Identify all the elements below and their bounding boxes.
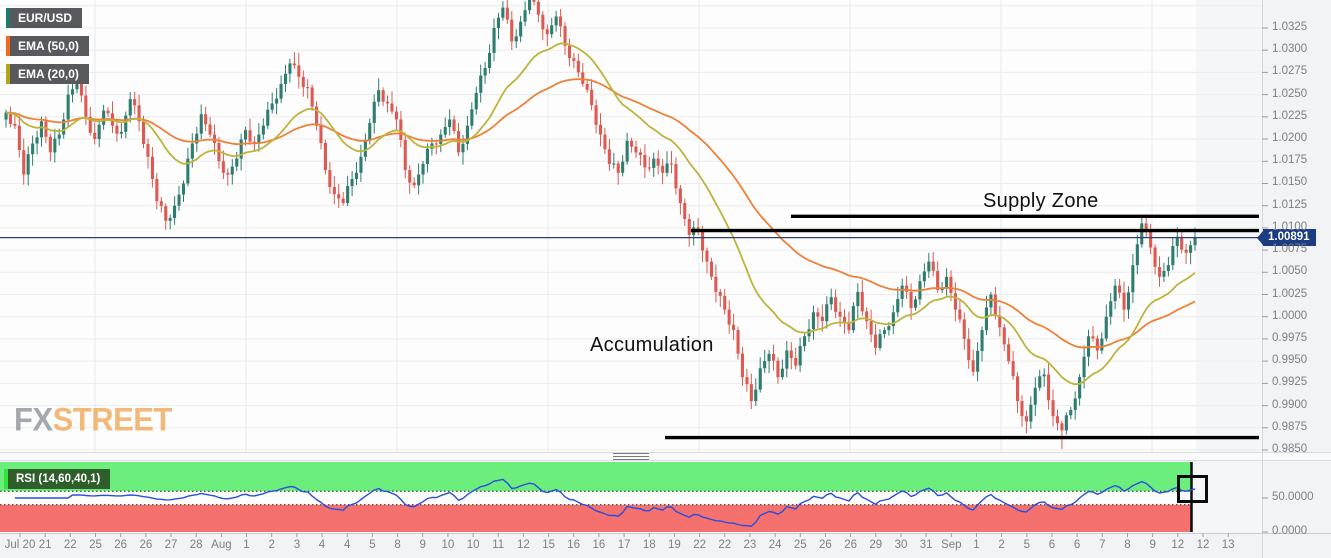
price-tick-label: 1.0300 [1272,43,1308,55]
date-tick-label: 21 [38,539,52,551]
rsi-tick-label: 0.0000 [1272,525,1308,537]
date-tick-label: 22 [693,539,706,551]
price-tick-label: 0.9975 [1272,332,1308,344]
symbol-accent-bar [6,8,10,28]
price-tick-label: 1.0150 [1272,176,1308,188]
price-tick-label: 0.9875 [1272,421,1308,433]
date-tick-label: 26 [818,539,832,551]
date-tick-label: 22 [718,539,732,551]
date-tick-label: 17 [617,539,631,551]
date-tick-label: 9 [1149,539,1156,551]
date-tick-label: 3 [293,539,301,551]
watermark-fx: FX [14,401,53,438]
date-tick-label: 25 [793,539,807,551]
date-tick-label: 27 [164,539,178,551]
date-tick-label: 28 [189,539,203,551]
date-tick-label: 26 [114,539,128,551]
date-tick-label: 23 [743,539,757,551]
date-tick-label: 12 [516,539,530,551]
date-tick-label: 11 [492,539,505,551]
symbol-legend-chip[interactable]: EUR/USD [6,8,83,28]
date-tick-label: 1 [243,539,250,551]
date-tick-label: 22 [63,539,77,551]
date-tick-label: 5 [369,539,376,551]
price-tick-label: 0.9900 [1272,399,1308,411]
price-tick-label: 1.0275 [1272,65,1308,77]
price-tick-label: 1.0325 [1272,21,1308,33]
price-tick-label: 1.0050 [1272,265,1308,277]
date-tick-label: 6 [1048,539,1056,551]
price-tick-label: 1.0025 [1272,288,1308,300]
date-tick-label: 29 [869,539,883,551]
supply-zone-label: Supply Zone [983,190,1099,212]
date-tick-label: 12 [1171,539,1185,551]
date-tick-label: 4 [343,539,351,551]
date-tick-label: 26 [844,539,857,551]
ema20-label: EMA (20,0) [10,64,89,84]
symbol-label: EUR/USD [10,8,83,28]
date-tick-label: 4 [318,539,326,551]
rsi-highlight-box [1177,475,1208,503]
date-tick-label: 2 [268,539,275,551]
price-tick-label: 1.0250 [1272,88,1308,100]
rsi-accent-bar [4,469,8,489]
date-tick-label: 12 [1196,539,1210,551]
date-tick-label: 5 [1023,539,1030,551]
date-tick-label: 2 [998,539,1005,551]
date-tick-label: 19 [667,539,681,551]
price-tick-label: 0.9850 [1272,443,1308,455]
ema20-legend-chip[interactable]: EMA (20,0) [6,64,89,84]
price-tick-label: 1.0000 [1272,310,1308,322]
date-tick-label: 10 [466,539,480,551]
pane-divider-handle[interactable] [613,453,649,460]
date-tick-label: 26 [139,539,153,551]
price-tick-label: 0.9925 [1272,376,1308,388]
date-tick-label: 15 [542,539,555,551]
date-tick-label: 7 [1099,539,1106,551]
ema20-accent-bar [6,64,10,84]
date-tick-label: Aug [211,539,232,551]
date-tick-label: Jul 20 [4,539,36,551]
date-tick-label: 31 [919,539,933,551]
date-tick-label: 16 [592,539,606,551]
date-tick-label: 9 [419,539,426,551]
price-tick-label: 1.0075 [1272,243,1308,255]
date-tick-label: 16 [567,539,581,551]
date-tick-label: 18 [642,539,656,551]
ema50-legend-chip[interactable]: EMA (50,0) [6,36,89,56]
date-tick-label: Sep [941,539,962,551]
date-tick-label: 24 [768,539,782,551]
accumulation-label: Accumulation [590,334,714,356]
rsi-legend-chip[interactable]: RSI (14,60,40,1) [4,469,111,489]
date-tick-label: 1 [973,539,980,551]
watermark-street: STREET [52,401,173,438]
price-tick-label: 1.0200 [1272,132,1308,144]
price-tick-label: 1.0175 [1272,154,1308,166]
price-tick-label: 0.9950 [1272,354,1308,366]
date-tick-label: 25 [89,539,102,551]
rsi-tick-label: 50.0000 [1272,491,1314,503]
price-tick-label: 1.0100 [1272,221,1308,233]
date-tick-label: 6 [1073,539,1081,551]
ema50-accent-bar [6,36,10,56]
fxstreet-watermark: FXSTREET [14,401,172,439]
price-tick-label: 1.0225 [1272,110,1308,122]
date-tick-label: 10 [441,539,455,551]
price-tick-label: 1.0125 [1272,199,1308,211]
ema50-label: EMA (50,0) [10,36,89,56]
rsi-label: RSI (14,60,40,1) [8,469,111,489]
date-tick-label: 8 [1124,539,1131,551]
date-tick-label: 13 [1221,539,1235,551]
date-tick-label: 30 [894,539,908,551]
date-tick-label: 8 [394,539,401,551]
current-price-badge: 1.00891 [1257,229,1316,246]
